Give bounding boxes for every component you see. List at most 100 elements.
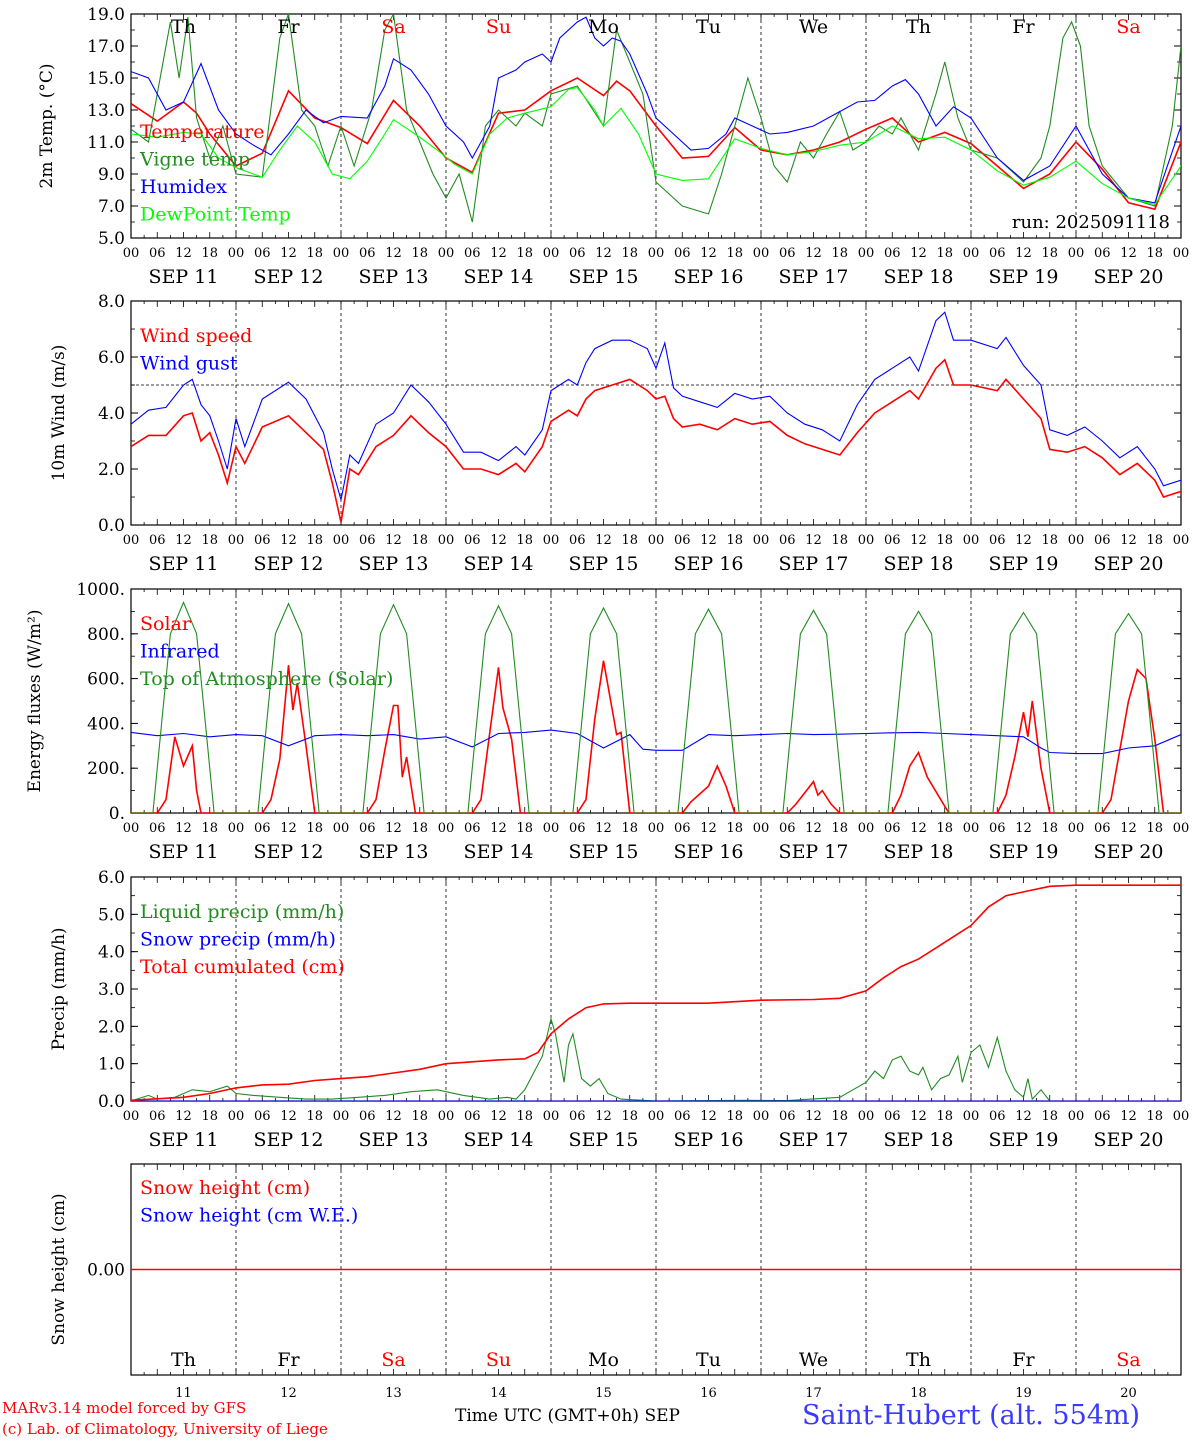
hour-tick-label: 06: [149, 1109, 166, 1124]
hour-tick-label: 00: [648, 821, 665, 836]
hour-tick-label: 12: [910, 821, 927, 836]
y-axis-title: Snow height (cm): [49, 1193, 69, 1345]
hour-tick-label: 18: [306, 1109, 323, 1124]
y-tick-label: 800.: [87, 625, 125, 645]
hour-tick-label: 00: [1068, 533, 1085, 548]
hour-tick-label: 18: [411, 1109, 428, 1124]
day-number: 11: [175, 1386, 192, 1401]
day-label: Tu: [696, 16, 721, 38]
hour-tick-label: 06: [674, 821, 691, 836]
hour-tick-label: 00: [858, 246, 875, 261]
hour-tick-label: 12: [700, 821, 717, 836]
y-tick-label: 11.0: [87, 133, 125, 153]
date-label: SEP 16: [674, 1129, 744, 1151]
hour-tick-label: 18: [1146, 821, 1163, 836]
hour-tick-label: 00: [438, 1109, 455, 1124]
hour-tick-label: 06: [779, 246, 796, 261]
hour-tick-label: 12: [1120, 1109, 1137, 1124]
hour-tick-label: 18: [726, 1109, 743, 1124]
hour-tick-label: 06: [1094, 821, 1111, 836]
hour-tick-label: 12: [280, 246, 297, 261]
y-tick-label: 17.0: [87, 37, 125, 57]
series-wind-speed: [131, 358, 1181, 523]
hour-tick-label: 06: [464, 1109, 481, 1124]
hour-tick-label: 00: [123, 1109, 140, 1124]
hour-tick-label: 18: [831, 1109, 848, 1124]
hour-tick-label: 18: [621, 246, 638, 261]
hour-tick-label: 12: [175, 246, 192, 261]
hour-tick-label: 18: [621, 1109, 638, 1124]
day-number: 19: [1015, 1386, 1032, 1401]
legend-entry: Wind gust: [140, 353, 238, 375]
hour-tick-label: 00: [1068, 1109, 1085, 1124]
y-tick-label: 0.0: [98, 1092, 125, 1112]
hour-tick-label: 18: [201, 533, 218, 548]
y-tick-label: 0.00: [87, 1261, 125, 1281]
hour-tick-label: 06: [359, 1109, 376, 1124]
y-axis-title: 2m Temp. (°C): [37, 63, 57, 188]
hour-tick-label: 12: [490, 1109, 507, 1124]
hour-tick-label: 12: [595, 533, 612, 548]
y-tick-label: 2.0: [98, 1017, 125, 1037]
date-label: SEP 20: [1094, 1129, 1164, 1151]
hour-tick-label: 18: [936, 533, 953, 548]
hour-tick-label: 18: [411, 246, 428, 261]
hour-tick-label: 18: [1041, 246, 1058, 261]
legend-entry: Total cumulated (cm): [140, 956, 345, 978]
date-label: SEP 12: [254, 1129, 324, 1151]
hour-tick-label: 12: [1015, 533, 1032, 548]
hour-tick-label: 06: [989, 246, 1006, 261]
hour-tick-label: 00: [123, 533, 140, 548]
hour-tick-label: 06: [359, 533, 376, 548]
hour-tick-label: 00: [438, 246, 455, 261]
hour-tick-label: 18: [936, 821, 953, 836]
hour-tick-label: 18: [621, 533, 638, 548]
hour-tick-label: 18: [1146, 533, 1163, 548]
hour-tick-label: 18: [201, 246, 218, 261]
hour-tick-label: 00: [333, 533, 350, 548]
date-label: SEP 13: [359, 1129, 429, 1151]
hour-tick-label: 06: [674, 1109, 691, 1124]
day-label: Tu: [696, 1349, 721, 1371]
date-label: SEP 17: [779, 266, 849, 288]
hour-tick-label: 18: [306, 246, 323, 261]
energy-panel: 0. 200. 400. 600. 800. 1000. Energy fluxes (W/…: [25, 580, 1189, 863]
day-label: Fr: [1012, 16, 1035, 38]
hour-tick-label: 00: [543, 1109, 560, 1124]
date-label: SEP 15: [569, 1129, 639, 1151]
hour-tick-label: 06: [254, 246, 271, 261]
hour-tick-label: 18: [516, 246, 533, 261]
hour-tick-label: 06: [569, 821, 586, 836]
hour-tick-label: 00: [858, 821, 875, 836]
date-label: SEP 18: [884, 553, 954, 575]
hour-tick-label: 06: [569, 1109, 586, 1124]
hour-tick-label: 00: [438, 821, 455, 836]
snow-panel: 0.00 Snow height (cm) Snow height (cm) Snow…: [49, 1163, 1182, 1376]
time-axis-title: Time UTC (GMT+0h) SEP: [455, 1406, 680, 1426]
hour-tick-label: 06: [989, 1109, 1006, 1124]
date-label: SEP 11: [149, 1129, 219, 1151]
hour-tick-label: 06: [464, 533, 481, 548]
hour-tick-label: 00: [1068, 821, 1085, 836]
day-label: Th: [171, 1349, 196, 1371]
temperature-panel: 5.0 7.0 9.0 11.0 13.0 15.0 17.0 19.0 2m Temp. (°…: [37, 5, 1189, 288]
date-label: SEP 12: [254, 266, 324, 288]
hour-tick-label: 00: [753, 821, 770, 836]
y-tick-label: 9.0: [98, 165, 125, 185]
date-label: SEP 16: [674, 266, 744, 288]
date-label: SEP 12: [254, 841, 324, 863]
hour-tick-label: 12: [910, 246, 927, 261]
hour-tick-label: 18: [516, 821, 533, 836]
hour-tick-label: 06: [1094, 246, 1111, 261]
hour-tick-label: 12: [175, 821, 192, 836]
date-label: SEP 15: [569, 841, 639, 863]
hour-tick-label: 06: [359, 246, 376, 261]
day-label: Mo: [588, 1349, 619, 1371]
hour-tick-label: 00: [543, 246, 560, 261]
hour-tick-label: 00: [858, 1109, 875, 1124]
date-label: SEP 11: [149, 553, 219, 575]
y-tick-label: 200.: [87, 759, 125, 779]
date-label: SEP 20: [1094, 841, 1164, 863]
model-credit: MARv3.14 model forced by GFS: [2, 1399, 247, 1417]
date-label: SEP 20: [1094, 266, 1164, 288]
